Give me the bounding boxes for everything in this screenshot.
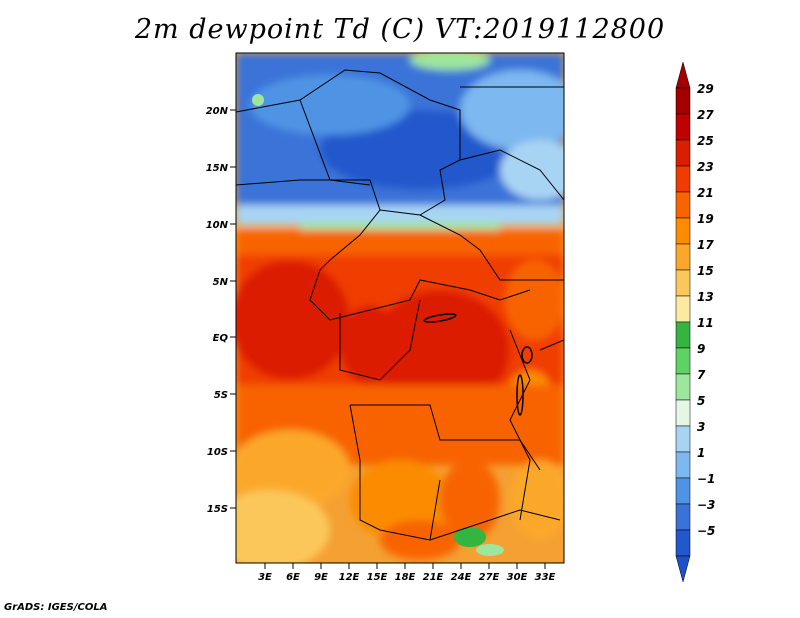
colorbar-label: 23 — [697, 160, 714, 174]
lon-label-6e: 6E — [286, 572, 300, 583]
colorbar-label: 7 — [697, 368, 706, 382]
colorbar-swatch — [675, 477, 691, 505]
dewpoint-field — [236, 53, 564, 563]
colorbar-swatch — [675, 269, 691, 297]
lon-label-18e: 18E — [395, 572, 416, 583]
colorbar-swatch — [675, 295, 691, 323]
lat-label-20n: 20N — [206, 106, 229, 117]
lat-label-10n: 10N — [206, 220, 229, 231]
lon-axis: 3E 6E 9E 12E 15E 18E 21E 24E 27E 30E 33E — [258, 563, 556, 583]
colorbar-arrow-top — [675, 61, 691, 89]
colorbar-swatch — [675, 87, 691, 115]
lon-label-15e: 15E — [367, 572, 388, 583]
lat-label-10s: 10S — [207, 447, 228, 458]
colorbar-label: 13 — [697, 290, 714, 304]
lat-axis: 20N 15N 10N 5N EQ 5S 10S 15S — [206, 106, 236, 515]
colorbar-swatch — [675, 191, 691, 219]
colorbar-label: 17 — [697, 238, 714, 252]
colorbar-swatch — [675, 425, 691, 453]
colorbar-label: −3 — [697, 498, 715, 512]
lon-label-27e: 27E — [479, 572, 500, 583]
lat-label-5s: 5S — [214, 390, 228, 401]
colorbar-swatch — [675, 321, 691, 349]
colorbar-swatch — [675, 399, 691, 427]
colorbar-label: 1 — [697, 446, 705, 460]
colorbar-label: 3 — [697, 420, 705, 434]
lon-label-12e: 12E — [339, 572, 360, 583]
lon-label-30e: 30E — [507, 572, 528, 583]
colorbar-swatch — [675, 529, 691, 557]
colorbar-label: 15 — [697, 264, 714, 278]
colorbar-swatch — [675, 113, 691, 141]
colorbar-label: 19 — [697, 212, 714, 226]
lon-label-9e: 9E — [314, 572, 328, 583]
colorbar-swatch — [675, 217, 691, 245]
lon-label-3e: 3E — [258, 572, 272, 583]
colorbar-swatch — [675, 503, 691, 531]
colorbar-label: 29 — [697, 82, 714, 96]
map-frame — [235, 52, 565, 564]
lon-label-21e: 21E — [423, 572, 444, 583]
colorbar-label: 11 — [697, 316, 714, 330]
colorbar-swatch — [675, 373, 691, 401]
lat-label-15n: 15N — [206, 163, 229, 174]
lat-label-5n: 5N — [213, 277, 229, 288]
colorbar-swatch — [675, 347, 691, 375]
lon-label-24e: 24E — [451, 572, 472, 583]
colorbar-label: 5 — [697, 394, 705, 408]
colorbar-label: −5 — [697, 524, 715, 538]
footer-credit: GrADS: IGES/COLA — [4, 602, 108, 613]
chart-title: 2m dewpoint Td (C) VT:2019112800 — [134, 14, 666, 45]
colorbar: 29 27 25 23 21 19 17 15 13 11 9 7 5 3 1 −1 −3 −5 — [675, 61, 715, 583]
colorbar-label: 9 — [697, 342, 705, 356]
colorbar-label: −1 — [697, 472, 715, 486]
colorbar-swatch — [675, 139, 691, 167]
colorbar-label: 27 — [697, 108, 714, 122]
lat-label-eq: EQ — [213, 333, 229, 344]
lat-label-15s: 15S — [207, 504, 228, 515]
colorbar-label: 21 — [697, 186, 714, 200]
colorbar-swatch — [675, 165, 691, 193]
colorbar-swatch — [675, 451, 691, 479]
colorbar-label: 25 — [697, 134, 714, 148]
colorbar-swatch — [675, 243, 691, 271]
lon-label-33e: 33E — [535, 572, 556, 583]
colorbar-arrow-bottom — [675, 555, 691, 583]
